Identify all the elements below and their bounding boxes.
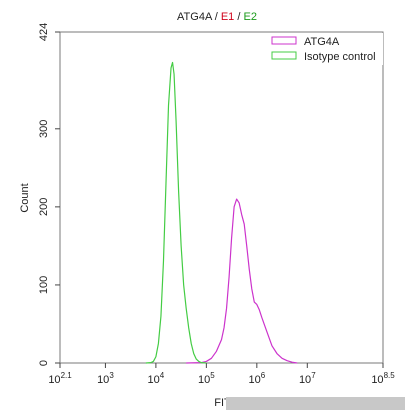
y-tick-label: 424 [38, 23, 50, 41]
chart-title-e1: E1 [221, 11, 234, 23]
x-tick-label: 102.1 [48, 371, 72, 386]
chart-title: ATG4A / E1 / E2 [177, 11, 257, 23]
chart-title-e2: E2 [243, 11, 256, 23]
legend-swatch [271, 51, 297, 60]
series-line-isotype-control [145, 61, 207, 364]
x-tick-label: 104 [148, 371, 165, 386]
y-tick-label: 100 [38, 276, 50, 294]
x-tick-label: 106 [248, 371, 265, 386]
legend-box [268, 33, 383, 65]
x-tick-label: 108.5 [371, 371, 395, 386]
series-line-atg4a [186, 198, 298, 364]
y-tick-label: 0 [38, 360, 50, 366]
legend-label: Isotype control [304, 51, 376, 63]
x-tick-label: 107 [299, 371, 316, 386]
plot-area: 0 100 200 300 424 102.1 103 104 105 106 107 108.5 AT… [38, 23, 395, 386]
y-tick-label: 200 [38, 198, 50, 216]
x-tick-label: 103 [97, 371, 114, 386]
y-tick-label: 300 [38, 120, 50, 138]
bottom-overlay-bar [226, 397, 405, 410]
legend-swatch [271, 36, 297, 45]
chart-title-prefix: ATG4A / [177, 11, 221, 23]
y-axis-title: Count [19, 183, 31, 212]
x-tick-label: 105 [198, 371, 215, 386]
plot-frame [59, 31, 384, 364]
legend-label: ATG4A [304, 36, 340, 48]
chart-title-separator: / [234, 11, 243, 23]
